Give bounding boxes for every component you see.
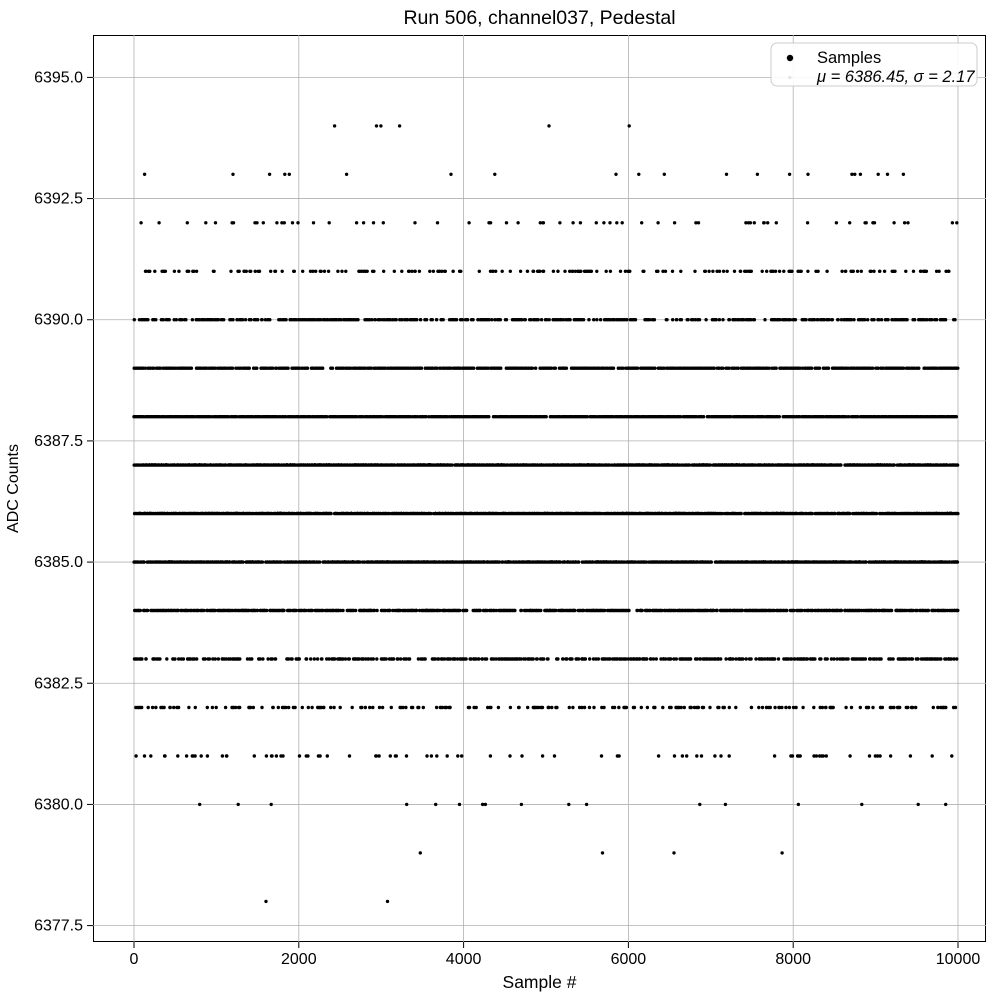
svg-text:4000: 4000 (446, 951, 482, 968)
svg-text:6387.5: 6387.5 (34, 433, 83, 450)
svg-text:2000: 2000 (281, 951, 317, 968)
svg-text:Sample #: Sample # (503, 972, 577, 992)
svg-text:6000: 6000 (611, 951, 647, 968)
svg-text:6382.5: 6382.5 (34, 675, 83, 692)
svg-text:μ = 6386.45, σ = 2.17: μ = 6386.45, σ = 2.17 (816, 68, 975, 86)
svg-text:6395.0: 6395.0 (34, 69, 83, 86)
svg-text:ADC Counts: ADC Counts (5, 444, 22, 533)
svg-text:6380.0: 6380.0 (34, 796, 83, 813)
svg-text:6385.0: 6385.0 (34, 554, 83, 571)
svg-text:10000: 10000 (936, 951, 981, 968)
svg-text:6377.5: 6377.5 (34, 918, 83, 935)
svg-text:6390.0: 6390.0 (34, 312, 83, 329)
svg-text:8000: 8000 (775, 951, 811, 968)
svg-text:0: 0 (130, 951, 139, 968)
svg-text:Samples: Samples (817, 49, 881, 67)
svg-text:6392.5: 6392.5 (34, 191, 83, 208)
svg-text:Run 506, channel037, Pedestal: Run 506, channel037, Pedestal (403, 7, 675, 29)
